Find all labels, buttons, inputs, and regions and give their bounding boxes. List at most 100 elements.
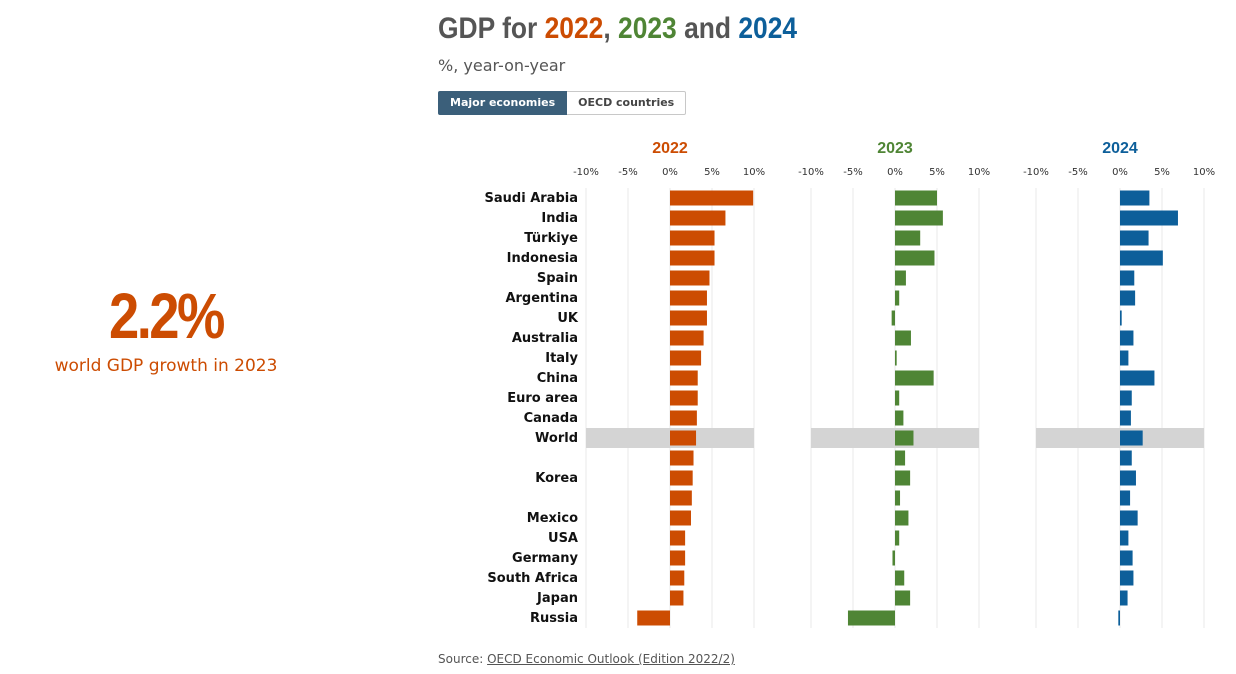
source-prefix: Source: (438, 652, 488, 666)
bar-2022 (670, 490, 692, 506)
bar-2022 (670, 470, 693, 486)
category-label: Russia (530, 611, 578, 626)
bar-2024 (1120, 530, 1129, 546)
bar-2024 (1120, 290, 1136, 306)
bar-2022 (670, 450, 694, 466)
x-tick-label: 10% (1193, 167, 1215, 178)
bar-2023 (895, 510, 909, 526)
panel-title-2022: 2022 (652, 140, 688, 157)
panel-title-2024: 2024 (1102, 140, 1138, 157)
bar-2023 (895, 470, 911, 486)
bar-2022 (670, 370, 698, 386)
bar-2023 (895, 450, 906, 466)
bar-2024 (1120, 490, 1131, 506)
category-label: Italy (545, 351, 578, 366)
bar-2024 (1120, 410, 1131, 426)
category-label: Spain (537, 271, 578, 286)
tab-oecd-countries[interactable]: OECD countries (567, 91, 687, 115)
bar-2023 (895, 350, 897, 366)
bar-2022 (670, 330, 704, 346)
category-label: Korea (535, 471, 578, 486)
category-label: USA (548, 531, 578, 546)
bar-2023 (895, 230, 921, 246)
x-tick-label: -5% (1068, 167, 1087, 178)
category-label: Germany (512, 551, 578, 566)
bar-2023 (895, 530, 900, 546)
category-label: Türkiye (524, 231, 578, 246)
bar-2023 (847, 610, 895, 626)
bar-2022 (670, 410, 697, 426)
title-prefix: GDP for (438, 12, 545, 45)
x-tick-label: 10% (968, 167, 990, 178)
category-label: Indonesia (507, 251, 578, 266)
bar-2024 (1120, 390, 1132, 406)
source-note: Source: OECD Economic Outlook (Edition 2… (438, 652, 735, 666)
bar-2022 (670, 550, 686, 566)
category-label: Australia (512, 331, 578, 346)
kpi-label: world GDP growth in 2023 (54, 356, 278, 376)
bar-2024 (1120, 370, 1155, 386)
tab-group: Major economies OECD countries (438, 91, 687, 115)
bar-2023 (891, 310, 895, 326)
bar-2024 (1120, 570, 1134, 586)
bar-2024 (1120, 350, 1129, 366)
kpi-panel: 2.2% world GDP growth in 2023 (0, 280, 332, 376)
bar-2023 (895, 570, 905, 586)
bar-2023 (895, 430, 914, 446)
bar-2022 (637, 610, 670, 626)
bar-2022 (670, 530, 686, 546)
category-label: UK (557, 311, 579, 326)
bar-2022 (670, 350, 702, 366)
bar-2024 (1118, 610, 1120, 626)
bar-2023 (895, 190, 937, 206)
x-tick-label: 0% (887, 167, 903, 178)
source-link[interactable]: OECD Economic Outlook (Edition 2022/2) (487, 652, 735, 666)
category-label: Euro area (507, 391, 578, 406)
x-tick-label: -10% (1023, 167, 1049, 178)
x-tick-label: -5% (843, 167, 862, 178)
bar-2022 (670, 430, 697, 446)
title-year-2024: 2024 (738, 12, 798, 45)
tab-major-economies[interactable]: Major economies (438, 91, 568, 115)
category-label: India (541, 211, 578, 226)
bar-2023 (895, 290, 900, 306)
bar-2022 (670, 390, 698, 406)
page-subtitle: %, year-on-year (438, 56, 566, 75)
x-tick-label: 5% (929, 167, 945, 178)
title-sep-2: and (676, 12, 739, 45)
bar-2024 (1120, 590, 1128, 606)
page-title: GDP for 2022, 2023 and 2024 (438, 12, 797, 46)
bar-2024 (1120, 190, 1150, 206)
category-label: World (535, 431, 578, 446)
bar-2023 (895, 390, 900, 406)
title-sep-1: , (603, 12, 619, 45)
bar-2024 (1120, 210, 1178, 226)
panel-title-2023: 2023 (877, 140, 913, 157)
bar-2023 (895, 590, 911, 606)
bar-2024 (1120, 470, 1136, 486)
title-year-2022: 2022 (544, 12, 604, 45)
bar-2023 (895, 210, 943, 226)
bar-2024 (1120, 430, 1143, 446)
bar-2024 (1120, 310, 1122, 326)
bar-2023 (895, 370, 934, 386)
bar-2022 (670, 210, 726, 226)
bar-2022 (670, 310, 707, 326)
bar-2023 (895, 490, 901, 506)
bar-2023 (895, 330, 911, 346)
bar-2022 (670, 510, 691, 526)
bar-2023 (895, 250, 935, 266)
bar-2024 (1120, 450, 1132, 466)
bar-2024 (1120, 510, 1138, 526)
category-label: China (537, 371, 578, 386)
bar-2023 (895, 410, 904, 426)
category-label: Saudi Arabia (485, 191, 578, 206)
bar-2022 (670, 190, 754, 206)
bar-2024 (1120, 270, 1135, 286)
bar-2024 (1120, 250, 1163, 266)
category-label: Argentina (505, 291, 578, 306)
x-tick-label: -5% (618, 167, 637, 178)
category-label: Mexico (527, 511, 578, 526)
bar-2022 (670, 590, 684, 606)
